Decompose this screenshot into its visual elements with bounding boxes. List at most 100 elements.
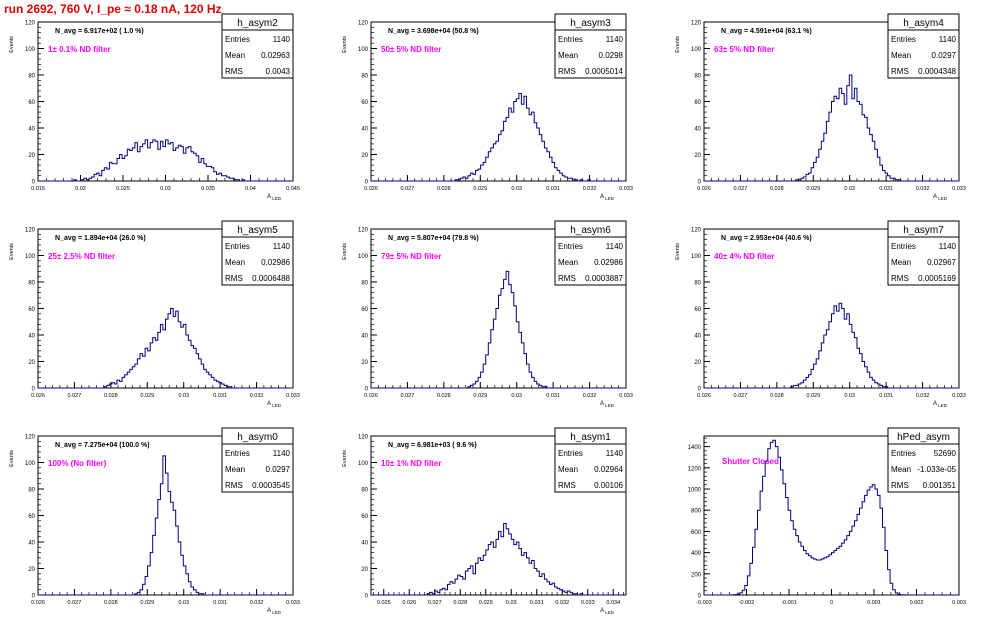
y-tick-label: 100	[358, 254, 369, 260]
x-tick-label: 0.026	[697, 393, 711, 399]
stats-label: Entries	[891, 242, 916, 251]
x-tick-label: 0.027	[428, 600, 442, 606]
stats-value: 0.02986	[594, 258, 623, 267]
stats-title: h_asym3	[570, 18, 611, 29]
x-tick-label: 0.031	[879, 393, 893, 399]
y-axis-label: Events	[9, 243, 15, 260]
x-tick-label: 0.03	[844, 186, 855, 192]
y-tick-label: 120	[358, 435, 369, 441]
histogram-series	[704, 439, 959, 596]
stats-value: 0.0003545	[252, 481, 290, 490]
stats-label: RMS	[891, 274, 909, 283]
histogram-series	[38, 139, 293, 182]
y-tick-label: 20	[361, 567, 368, 573]
x-tick-label: 0.027	[68, 393, 82, 399]
stats-label: Mean	[225, 465, 245, 474]
stats-label: Mean	[558, 51, 578, 60]
y-tick-label: 0	[32, 387, 36, 393]
x-tick-label: 0.029	[140, 393, 154, 399]
y-tick-label: 40	[28, 541, 35, 547]
x-tick-label: 0.028	[437, 393, 451, 399]
x-tick-label: 0.029	[806, 186, 820, 192]
stats-value: 1140	[939, 242, 957, 251]
navg-label: N_avg = 1.894e+04 (26.0 %)	[55, 235, 146, 242]
y-tick-label: 80	[28, 281, 35, 287]
stats-label: RMS	[558, 67, 576, 76]
y-tick-label: 20	[361, 153, 368, 159]
y-axis-label: Events	[342, 243, 348, 260]
histogram-panel-h_asym0: 0 20 40 60 80 100 120 0.026 0.027 0.028 0.029 0.03 0…	[9, 427, 300, 615]
x-tick-label: 0.032	[555, 600, 569, 606]
y-tick-label: 0	[365, 180, 369, 186]
y-axis-label: Events	[9, 450, 15, 467]
x-tick-label: 0.035	[201, 186, 215, 192]
stats-value: 0.0005014	[585, 67, 623, 76]
histogram-series	[704, 302, 959, 389]
stats-label: RMS	[558, 274, 576, 283]
x-tick-label: 0.033	[619, 393, 633, 399]
stats-value: -1.033e-05	[917, 465, 956, 474]
stats-value: 0.02967	[927, 258, 956, 267]
x-tick-label: 0.03	[160, 186, 171, 192]
x-tick-label: 0.025	[377, 600, 391, 606]
y-tick-label: 120	[25, 228, 36, 234]
filter-annotation: 25± 2.5% ND filter	[48, 252, 115, 261]
y-tick-label: 200	[691, 572, 702, 578]
stats-value: 0.0004348	[918, 67, 956, 76]
stats-label: Entries	[225, 449, 250, 458]
filter-annotation: 10± 1% ND filter	[381, 459, 441, 468]
y-tick-label: 120	[358, 21, 369, 27]
y-axis-label: Events	[9, 36, 15, 53]
x-tick-label: 0.026	[364, 393, 378, 399]
stats-label: Mean	[891, 258, 911, 267]
y-tick-label: 60	[361, 514, 368, 520]
stats-label: Entries	[891, 449, 916, 458]
stats-title: h_asym1	[570, 432, 611, 443]
stats-value: 0.001351	[923, 481, 957, 490]
x-tick-label: 0.026	[364, 186, 378, 192]
x-tick-label: 0.031	[213, 393, 227, 399]
stats-value: 0.0297	[266, 465, 291, 474]
x-tick-label: 0.032	[583, 393, 597, 399]
navg-label: N_avg = 2.953e+04 (40.6 %)	[721, 235, 812, 242]
y-tick-label: 40	[28, 334, 35, 340]
histogram-panel-h_asym1: 0 20 40 60 80 100 120 0.025 0.026 0.027 0.028 0.029…	[342, 427, 627, 615]
y-tick-label: 80	[694, 74, 701, 80]
y-tick-label: 120	[691, 21, 702, 27]
x-tick-label: 0.03	[844, 393, 855, 399]
x-tick-label: 0.04	[245, 186, 256, 192]
stats-value: 0.0003887	[585, 274, 623, 283]
x-tick-label: 0.026	[31, 600, 45, 606]
navg-label: N_avg = 4.591e+04 (63.1 %)	[721, 28, 812, 35]
stats-title: h_asym2	[237, 18, 278, 29]
x-tick-label: 0.015	[31, 186, 45, 192]
x-tick-label: 0.027	[401, 186, 415, 192]
stats-title: h_asym5	[237, 225, 278, 236]
x-tick-label: 0.031	[530, 600, 544, 606]
navg-label: N_avg = 3.698e+04 (50.8 %)	[388, 28, 479, 35]
y-tick-label: 40	[361, 334, 368, 340]
y-tick-label: 600	[691, 530, 702, 536]
x-tick-label: 0.045	[286, 186, 300, 192]
x-tick-label: 0.028	[104, 393, 118, 399]
stats-title: h_asym4	[903, 18, 944, 29]
histogram-panel-h_asym2: 0 20 40 60 80 100 120 0.015 0.02 0.025 0.03 0.035 0.…	[9, 13, 300, 201]
y-tick-label: 80	[361, 74, 368, 80]
y-axis-label: Events	[675, 243, 681, 260]
y-tick-label: 1400	[688, 445, 702, 451]
x-tick-label: 0.029	[473, 186, 487, 192]
y-tick-label: 0	[698, 180, 702, 186]
x-tick-label: -0.001	[781, 600, 797, 606]
x-tick-label: 0.03	[178, 393, 189, 399]
x-tick-label: 0.026	[697, 186, 711, 192]
stats-box	[554, 443, 627, 493]
y-tick-label: 120	[691, 228, 702, 234]
x-tick-label: 0.002	[910, 600, 924, 606]
stats-value: 1140	[606, 449, 624, 458]
y-tick-label: 80	[694, 281, 701, 287]
y-tick-label: 20	[28, 153, 35, 159]
stats-label: Mean	[225, 258, 245, 267]
histogram-series	[38, 308, 293, 389]
stats-box	[221, 29, 294, 79]
